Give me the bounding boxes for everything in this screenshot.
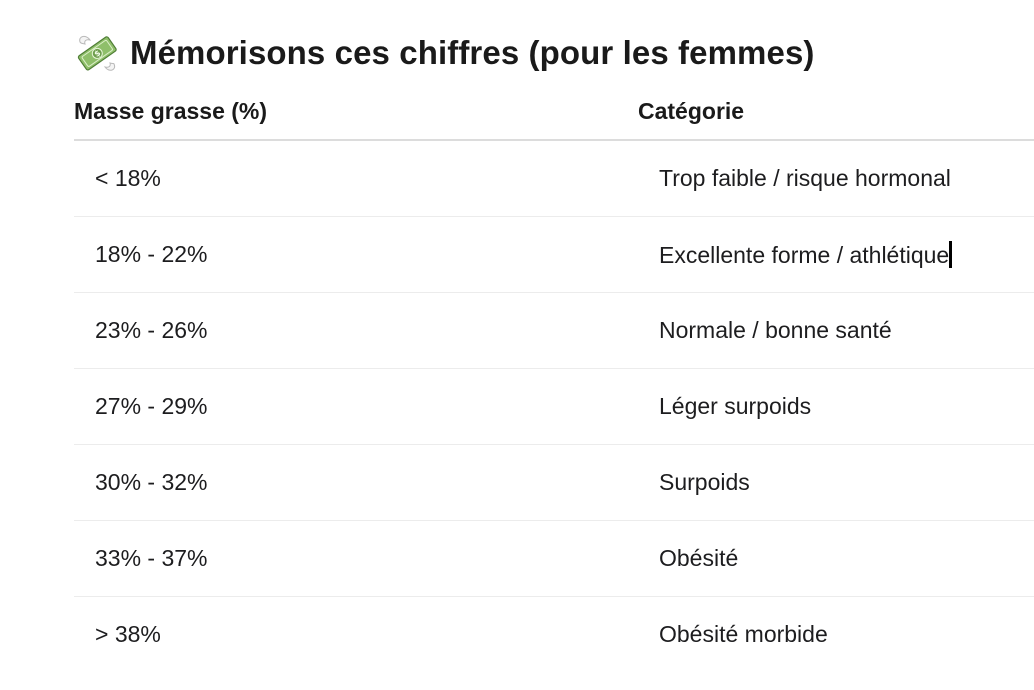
column-header-category: Catégorie [638,98,745,124]
category-cell-text: Excellente forme / athlétique [659,242,950,268]
category-cell: Trop faible / risque hormonal [659,165,951,191]
category-cell: Obésité morbide [659,621,828,647]
category-cell: Surpoids [659,469,750,495]
table-row: 18% - 22% Excellente forme / athlétique [74,217,1034,293]
category-cell[interactable]: Excellente forme / athlétique [659,241,952,269]
table-row: 23% - 26% Normale / bonne santé [74,293,1034,369]
body-fat-range-cell: 33% - 37% [95,545,208,571]
money-with-wings-icon: $ [76,32,118,74]
category-cell: Léger surpoids [659,393,812,419]
svg-text:$: $ [93,48,103,59]
table-row: 27% - 29% Léger surpoids [74,369,1034,445]
page-heading: $ Mémorisons ces chiffres (pour les femm… [76,30,814,76]
body-fat-range-cell: < 18% [95,165,161,191]
body-fat-range-cell: 27% - 29% [95,393,208,419]
category-cell: Obésité [659,545,739,571]
column-header-body-fat: Masse grasse (%) [74,98,268,124]
text-cursor [949,241,952,268]
table-row: 30% - 32% Surpoids [74,445,1034,521]
body-fat-range-cell: 30% - 32% [95,469,208,495]
body-fat-range-cell: > 38% [95,621,161,647]
page-title: Mémorisons ces chiffres (pour les femmes… [130,34,815,71]
body-fat-table: Masse grasse (%) Catégorie < 18% Trop fa… [74,88,1034,672]
table-row: 33% - 37% Obésité [74,521,1034,597]
category-cell: Normale / bonne santé [659,317,892,343]
body-fat-range-cell: 18% - 22% [95,241,208,267]
body-fat-range-cell: 23% - 26% [95,317,208,343]
table-header: Masse grasse (%) Catégorie [74,88,1034,141]
table-row: > 38% Obésité morbide [74,597,1034,672]
table-row: < 18% Trop faible / risque hormonal [74,141,1034,217]
